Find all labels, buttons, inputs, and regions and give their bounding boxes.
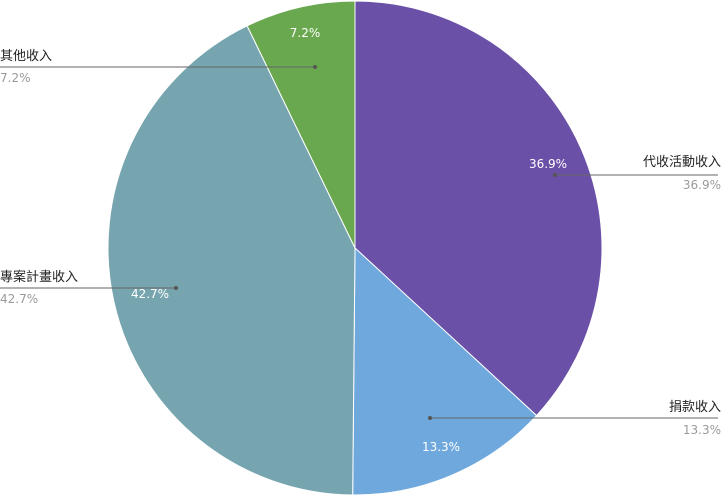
- pie-slice-other: [246, 0, 356, 249]
- slice-percent-label-project: 42.7%: [131, 287, 169, 301]
- leader-lines: [0, 65, 718, 420]
- slice-percent-labels: 36.9% 13.3% 42.7% 7.2%: [131, 26, 567, 454]
- slice-percent-label-other: 7.2%: [290, 26, 321, 40]
- legend-labels: 代收活動收入 36.9% 捐款收入 13.3% 專案計畫收入 42.7% 其他收…: [0, 49, 721, 437]
- pie-slices: [107, 0, 603, 495]
- slice-pct-label-daishou: 36.9%: [683, 178, 721, 192]
- slice-pct-label-project: 42.7%: [0, 292, 38, 306]
- slice-pct-label-donation: 13.3%: [683, 423, 721, 437]
- pie-slice-donation: [352, 246, 538, 495]
- leader-dot-project: [174, 286, 178, 290]
- pie-slice-daishou: [354, 0, 603, 417]
- slice-name-label-donation: 捐款收入: [669, 400, 721, 415]
- slice-percent-label-daishou: 36.9%: [529, 157, 567, 171]
- slice-name-label-project: 專案計畫收入: [0, 269, 78, 285]
- slice-pct-label-other: 7.2%: [0, 71, 31, 85]
- pie-slice-project: [107, 25, 356, 495]
- leader-dot-other: [313, 65, 317, 69]
- leader-dot-daishou: [553, 173, 557, 177]
- slice-percent-label-donation: 13.3%: [422, 440, 460, 454]
- leader-dot-donation: [428, 416, 432, 420]
- slice-name-label-daishou: 代收活動收入: [643, 155, 721, 170]
- slice-name-label-other: 其他收入: [0, 49, 52, 64]
